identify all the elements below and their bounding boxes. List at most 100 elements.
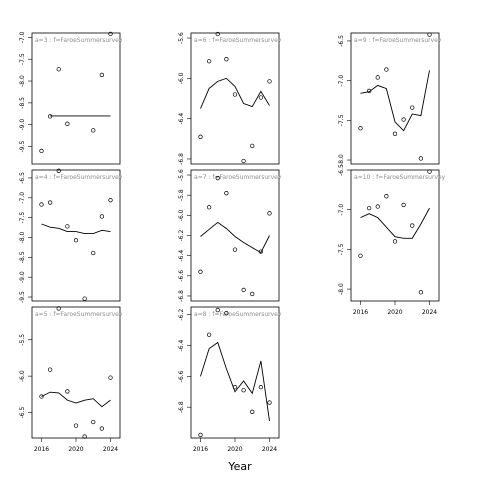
y-tick-label: -5.8: [178, 189, 185, 201]
panel-7: a=5 : f=FaroeSummersurvey -6.5 -6.0 -5.5 201…: [19, 306, 123, 453]
data-point: [384, 194, 389, 199]
data-point: [206, 332, 212, 337]
x-tick-label: 2024: [103, 446, 118, 453]
data-point: [215, 175, 220, 181]
y-tick-label: -7.5: [19, 212, 26, 224]
panel-strip-label: a=7 : f=FaroeSummersurvey: [194, 174, 282, 181]
data-point: [258, 249, 264, 254]
data-point: [39, 202, 44, 207]
y-tick-label: -7.5: [338, 114, 345, 126]
data-point: [198, 134, 203, 139]
data-point: [250, 291, 255, 297]
y-tick-label: -8.0: [338, 154, 345, 166]
data-point: [258, 95, 264, 100]
y-tick-label: -6.2: [178, 229, 185, 241]
panel-1: a=3 : f=FaroeSummersurvey -9.5 -9.0 -8.5 -8.…: [19, 31, 123, 165]
data-point: [91, 128, 96, 133]
x-tick-label: 2020: [68, 446, 83, 453]
panel-frame: [190, 32, 280, 165]
fitted-line: [360, 207, 430, 239]
y-tick-label: -6.4: [178, 250, 185, 262]
data-point: [241, 158, 246, 164]
y-tick-label: -6.6: [178, 370, 185, 382]
y-tick-label: -6.8: [178, 401, 185, 413]
data-point: [384, 67, 389, 72]
x-tick-label: 2020: [387, 309, 402, 316]
y-tick-label: -9.5: [19, 291, 26, 303]
data-point: [250, 143, 255, 149]
x-tick-label: 2020: [227, 446, 242, 453]
panel-6: a=10 : f=FaroeSummersurvey -8.0 -7.5 -7.0 -6…: [338, 164, 446, 316]
data-point: [366, 88, 372, 94]
y-tick-label: -7.0: [338, 75, 345, 87]
data-point: [392, 239, 398, 244]
x-tick-label: 2024: [422, 309, 437, 316]
y-tick-label: -5.6: [178, 169, 185, 181]
y-tick-label: -7.0: [338, 204, 345, 216]
data-point: [99, 426, 105, 431]
panel-5: a=7 : f=FaroeSummersurvey -6.8 -6.6 -6.4 -6.…: [178, 169, 282, 302]
data-point: [82, 296, 87, 301]
data-point: [401, 117, 406, 122]
panel-strip-label: a=8 : f=FaroeSummersurvey: [194, 311, 282, 318]
data-point: [410, 105, 415, 110]
data-point: [267, 211, 272, 216]
y-tick-label: -6.0: [178, 72, 185, 84]
data-point: [250, 409, 255, 414]
panel-3: a=9 : f=FaroeSummersurvey -8.0 -7.5 -7.0 -6.…: [338, 32, 442, 166]
data-point: [358, 253, 363, 258]
data-point: [215, 307, 220, 313]
data-point: [358, 126, 363, 131]
data-point: [366, 205, 372, 211]
data-point: [198, 432, 203, 438]
data-point: [39, 148, 44, 154]
data-point: [65, 389, 70, 394]
data-point: [65, 121, 70, 126]
data-point: [108, 31, 113, 37]
data-point: [258, 384, 264, 390]
y-tick-label: -8.5: [19, 251, 26, 263]
data-point: [73, 238, 79, 243]
data-point: [108, 375, 113, 380]
y-tick-label: -6.5: [338, 164, 345, 176]
panel-8: a=8 : f=FaroeSummersurvey -6.8 -6.6 -6.4 -6.…: [178, 306, 282, 453]
fitted-line: [360, 70, 430, 132]
y-tick-label: -6.8: [178, 153, 185, 165]
panel-2: a=6 : f=FaroeSummersurvey -6.8 -6.4 -6.0 -5.…: [178, 31, 282, 165]
panel-strip-label: a=10 : f=FaroeSummersurvey: [354, 174, 446, 181]
y-tick-label: -7.0: [19, 192, 26, 204]
y-tick-label: -7.5: [338, 243, 345, 255]
data-point: [99, 214, 105, 219]
y-tick-label: -6.4: [178, 339, 185, 351]
y-tick-label: -5.6: [178, 32, 185, 44]
panel-4: a=4 : f=FaroeSummersurvey -9.5 -9.0 -8.5 -8.…: [19, 168, 123, 303]
x-tick-label: 2016: [353, 309, 368, 316]
y-tick-label: -6.8: [178, 290, 185, 302]
panel-frame: [31, 32, 121, 165]
data-point: [401, 202, 406, 208]
x-tick-label: 2016: [34, 446, 49, 453]
data-point: [427, 32, 432, 37]
data-point: [215, 31, 220, 37]
y-tick-label: -6.0: [178, 209, 185, 221]
y-tick-label: -9.0: [19, 119, 26, 131]
x-tick-label: 2024: [262, 446, 277, 453]
fitted-line: [41, 223, 111, 234]
panel-frame: [31, 169, 121, 302]
fitted-line: [200, 221, 270, 254]
data-point: [418, 290, 424, 295]
y-tick-label: -6.4: [178, 113, 185, 125]
panel-frame: [350, 169, 440, 302]
data-point: [198, 269, 203, 274]
data-point: [206, 205, 212, 210]
x-tick-label: 2016: [193, 446, 208, 453]
data-point: [65, 224, 70, 229]
data-point: [241, 388, 246, 393]
data-point: [392, 131, 398, 136]
data-point: [267, 400, 272, 405]
y-tick-label: -6.0: [19, 370, 26, 382]
data-point: [82, 434, 87, 439]
y-tick-label: -5.5: [19, 334, 26, 346]
y-tick-label: -7.0: [19, 31, 26, 43]
data-point: [241, 287, 246, 293]
